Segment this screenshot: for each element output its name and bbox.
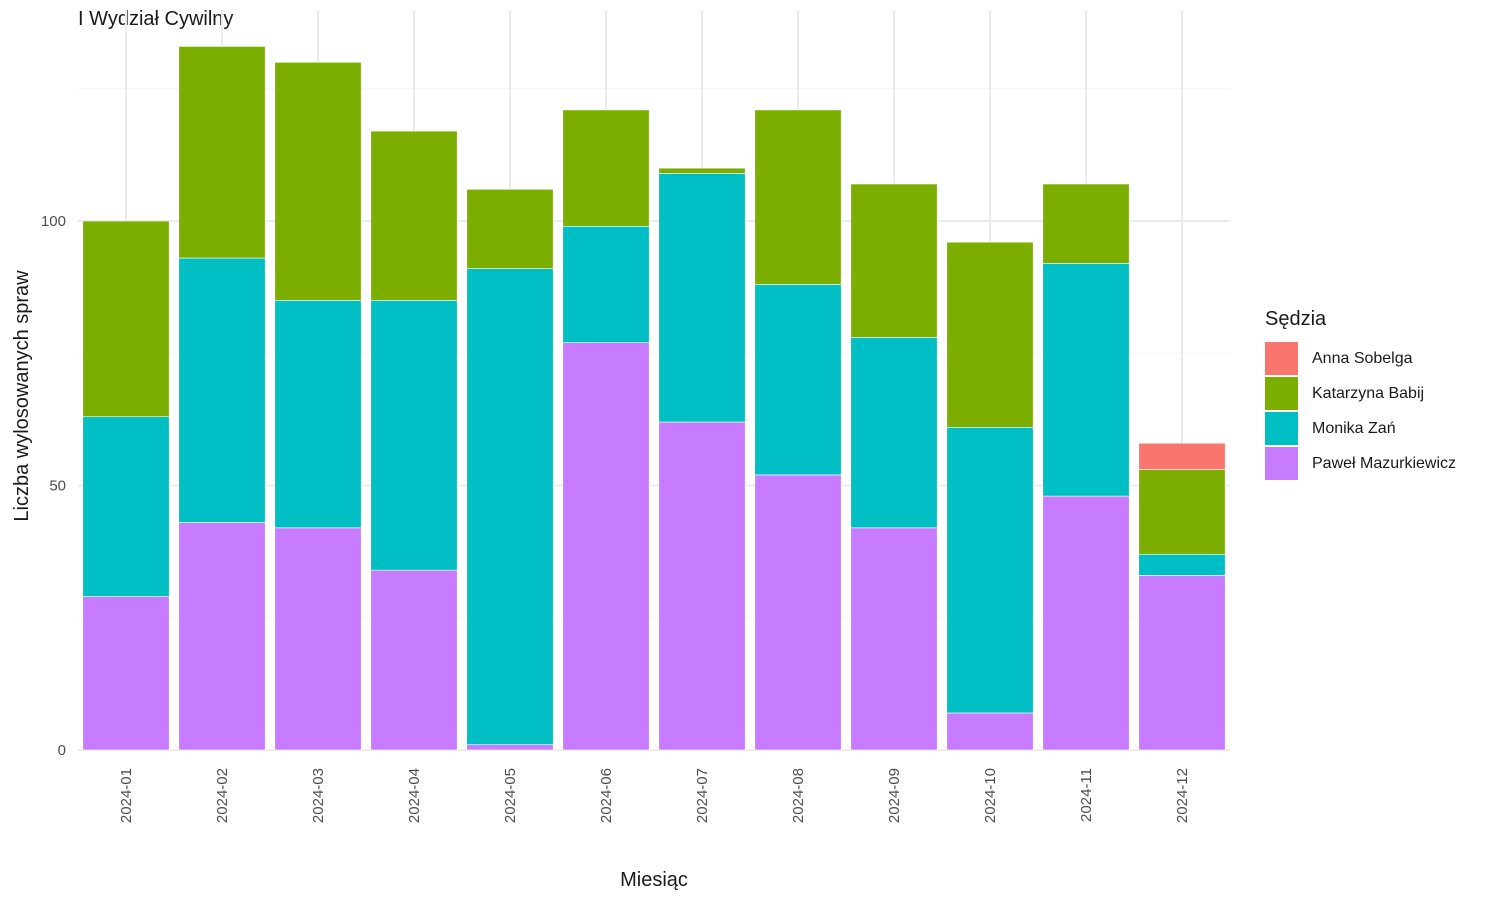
bar-segment [274, 527, 362, 751]
legend-item: Anna Sobelga [1265, 341, 1456, 376]
x-tick-label: 2024-04 [406, 768, 423, 823]
bar-segment [1138, 469, 1226, 555]
bar-segment [466, 744, 554, 751]
x-axis-ticks: 2024-01 2024-02 2024-03 2024-04 2024-05 2024-… [118, 768, 1191, 823]
legend: Sędzia Anna Sobelga Katarzyna Babij Monika… [1265, 308, 1456, 481]
bar-segment [82, 416, 170, 597]
bar-segment [178, 46, 266, 259]
x-axis-title: Miesiąc [620, 869, 688, 891]
bar-segment [850, 337, 938, 529]
x-tick-label: 2024-11 [1078, 768, 1095, 822]
x-tick-label: 2024-10 [982, 768, 999, 823]
bar-segment [658, 167, 746, 174]
x-tick-label: 2024-09 [886, 768, 903, 823]
bar-segment [658, 421, 746, 751]
bar-segment [274, 300, 362, 529]
bar-segment [1138, 442, 1226, 470]
bar-segment [850, 183, 938, 338]
x-tick-label: 2024-02 [214, 768, 231, 823]
x-tick-label: 2024-07 [694, 768, 711, 823]
bar-segment [1042, 183, 1130, 264]
bar-segment [178, 257, 266, 523]
bar-segment [1138, 575, 1226, 751]
bar-segment [1138, 553, 1226, 576]
y-tick-label: 0 [58, 742, 66, 759]
bar-segment [370, 569, 458, 751]
x-tick-label: 2024-06 [598, 768, 615, 823]
legend-item: Monika Zań [1265, 411, 1456, 446]
chart-title: I Wydział Cywilny [78, 8, 234, 30]
legend-item: Katarzyna Babij [1265, 376, 1456, 411]
x-tick-label: 2024-03 [310, 768, 327, 823]
bar-segment [946, 712, 1034, 751]
legend-label: Anna Sobelga [1312, 349, 1413, 367]
bar-segment [946, 427, 1034, 714]
legend-key-swatch [1265, 377, 1298, 410]
x-tick-label: 2024-01 [118, 768, 135, 823]
bar-segment [850, 527, 938, 751]
y-axis-title: Liczba wylosowanych spraw [11, 270, 33, 522]
x-tick-label: 2024-12 [1174, 768, 1191, 823]
bar-segment [82, 596, 170, 751]
bar-segment [370, 130, 458, 301]
legend-title: Sędzia [1265, 308, 1327, 330]
legend-item: Paweł Mazurkiewicz [1265, 446, 1456, 481]
legend-label: Paweł Mazurkiewicz [1312, 454, 1457, 472]
bar-segment [754, 109, 842, 285]
legend-key-swatch [1265, 342, 1298, 375]
bar-segment [658, 173, 746, 423]
bar-segment [274, 61, 362, 301]
bar-segment [562, 109, 650, 227]
legend-label: Katarzyna Babij [1312, 384, 1425, 402]
bar-segment [754, 284, 842, 476]
bar-segment [82, 220, 170, 418]
bar-segment [562, 342, 650, 751]
x-tick-label: 2024-08 [790, 768, 807, 823]
x-tick-label: 2024-05 [502, 768, 519, 823]
legend-items: Anna Sobelga Katarzyna Babij Monika Zań Paw… [1265, 341, 1456, 481]
y-tick-label: 50 [49, 478, 66, 495]
bar-segment [754, 474, 842, 751]
bar-segment [1042, 495, 1130, 751]
y-tick-label: 100 [41, 213, 66, 230]
bar-segment [370, 300, 458, 571]
legend-key-swatch [1265, 447, 1298, 480]
legend-key-swatch [1265, 412, 1298, 445]
bar-segment [1042, 263, 1130, 497]
bar-segment [946, 241, 1034, 428]
legend-label: Monika Zań [1312, 419, 1396, 437]
bar-segment [466, 188, 554, 269]
bar-segment [466, 268, 554, 746]
y-axis-ticks: 0 50 100 [41, 213, 66, 759]
bar-marks [82, 46, 1226, 751]
bar-segment [178, 522, 266, 751]
bar-segment [562, 225, 650, 343]
